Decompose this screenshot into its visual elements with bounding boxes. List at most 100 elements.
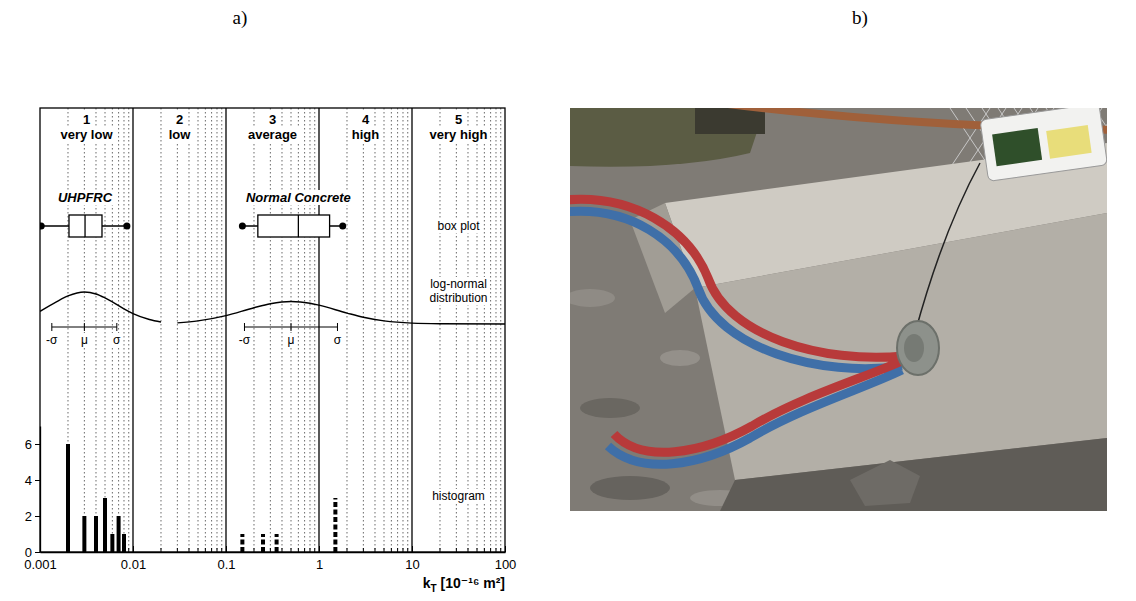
sigma-label-ground (111, 333, 123, 347)
x-tick-label: 100 (495, 557, 517, 572)
minor-grid-line (281, 108, 282, 552)
photo-rock (850, 460, 920, 506)
minor-grid-line (105, 108, 106, 552)
box-median (84, 215, 85, 237)
concrete-shadow (720, 438, 1107, 511)
x-tick: 100 (495, 546, 517, 572)
sigma-label-ground (332, 333, 344, 347)
photo-stone (580, 398, 640, 418)
y-tick: 4 (25, 473, 40, 488)
minor-grid-line (456, 108, 457, 552)
photo-bag (570, 108, 765, 167)
y-tick-label: 0 (25, 545, 32, 560)
panel-label: a) (233, 7, 248, 29)
zone-label-ground (58, 127, 115, 142)
minor-grid-line (216, 108, 217, 552)
series-1 (177, 215, 505, 552)
box-max-dot (339, 223, 346, 230)
photo-content (570, 108, 1107, 511)
zone-label: average (248, 127, 297, 142)
box-min-dot (40, 223, 45, 230)
minor-grid-line (112, 108, 113, 552)
chart-texts: 1very low2low3average4high5very highUHPF… (44, 112, 489, 503)
minor-grid-line (291, 108, 292, 552)
x-tick: 0.01 (121, 546, 146, 572)
x-tick: 0.1 (217, 546, 235, 572)
histogram-bar (103, 498, 107, 552)
y-axis: 0 2 4 6 (25, 427, 41, 560)
x-axis-line (41, 552, 506, 553)
y-tick-label: 2 (25, 509, 32, 524)
zone-boundary (132, 108, 133, 552)
page: a)b)0.0010.010.11101000246kT [10⁻¹⁶ m²]1… (0, 0, 1136, 601)
minor-grid-line (95, 108, 96, 552)
row-label: histogram (432, 489, 485, 503)
histogram-bar (122, 534, 126, 552)
probe (897, 321, 939, 375)
series-name: Normal Concrete (246, 190, 351, 205)
row-label: box plot (437, 219, 480, 233)
plot-marks (40, 215, 505, 552)
y-axis-line (40, 427, 41, 553)
device-panel (1046, 125, 1091, 159)
minor-grid-line (402, 108, 403, 552)
sigma-tick (337, 323, 338, 331)
zone-label: very high (430, 127, 488, 142)
minor-grid-line (500, 108, 501, 552)
minor-grid-line (188, 108, 189, 552)
minor-grid-line (205, 108, 206, 552)
hose-red (570, 199, 904, 452)
x-tick-label: 1 (316, 557, 323, 572)
sigma-tick (84, 323, 85, 331)
x-axis-title: kT [10⁻¹⁶ m²] (423, 575, 505, 594)
zone-label: very low (60, 127, 113, 142)
sigma-label: σ (334, 333, 342, 347)
photo-stone (590, 476, 670, 500)
zone-label-ground (167, 127, 194, 142)
photo-box (695, 108, 765, 134)
sigma-label: μ (81, 333, 88, 347)
minor-grid-line (198, 108, 199, 552)
minor-grid-line (221, 108, 222, 552)
minor-grid-line (384, 108, 385, 552)
minor-grid-line (346, 108, 347, 552)
histogram-bar (110, 534, 114, 552)
sigma-label: σ (113, 333, 121, 347)
minor-grid-line (363, 108, 364, 552)
figure: a)b)0.0010.010.11101000246kT [10⁻¹⁶ m²]1… (0, 0, 1136, 601)
minor-grid-line (270, 108, 271, 552)
minor-grid-line (118, 108, 119, 552)
y-tick-mark (35, 444, 40, 445)
x-tick: 10 (405, 546, 419, 572)
row-label: log-normal (430, 277, 487, 291)
histogram-bar (82, 516, 86, 552)
histogram-bar (275, 534, 279, 552)
zone-label: low (169, 127, 192, 142)
y-tick-label: 4 (25, 473, 32, 488)
histogram-bar (333, 498, 337, 552)
sigma-label: -σ (239, 333, 251, 347)
box-min-dot (239, 223, 246, 230)
x-axis: 0.0010.010.1110100 (24, 546, 516, 572)
minor-grid-line (304, 108, 305, 552)
zone-number-ground (81, 112, 92, 127)
box-max-dot (123, 223, 130, 230)
minor-grid-line (128, 108, 129, 552)
sigma-tick (291, 323, 292, 331)
series-name-ground (56, 190, 115, 205)
y-tick-mark (35, 552, 40, 553)
row-label: distribution (429, 291, 487, 305)
histogram-bar (94, 516, 98, 552)
zone-number-ground (453, 112, 464, 127)
row-label-ground (430, 489, 487, 503)
x-tick-mark (133, 546, 134, 552)
panel-label: b) (852, 7, 868, 29)
y-tick-label: 6 (25, 437, 32, 452)
photo-stone (570, 289, 615, 307)
x-tick-mark (226, 546, 227, 552)
y-tick-mark (35, 516, 40, 517)
device-cable (915, 163, 980, 333)
box-median (298, 215, 299, 237)
row-label-ground (435, 219, 482, 233)
sigma-label: -σ (46, 333, 58, 347)
